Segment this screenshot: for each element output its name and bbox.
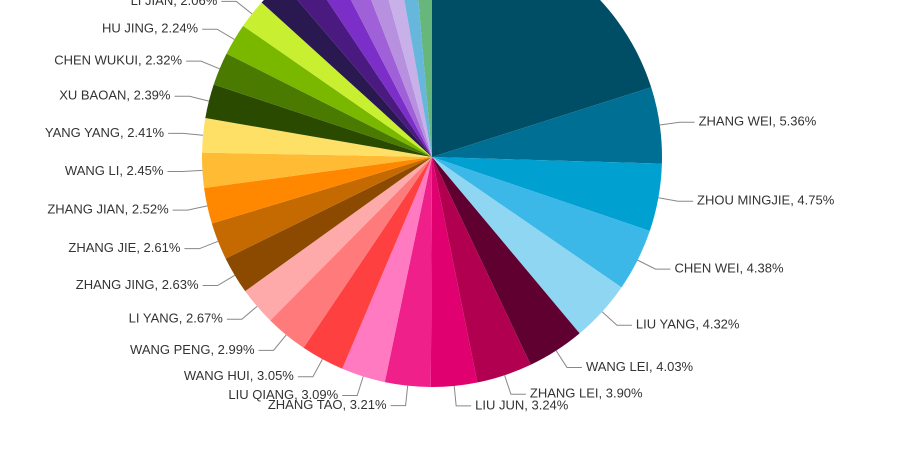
leader-line <box>342 376 364 397</box>
leader-line <box>601 311 632 326</box>
slice-label: WANG LEI, 4.03% <box>586 359 694 374</box>
slice-label: LIU YANG, 4.32% <box>636 317 740 332</box>
leader-line <box>184 240 219 250</box>
leader-line <box>174 95 210 102</box>
pie-slice <box>211 157 432 259</box>
leader-line <box>659 121 695 126</box>
leader-line <box>226 305 258 320</box>
slice-label: LIU JUN, 3.24% <box>475 397 569 412</box>
pie-slice <box>245 157 432 321</box>
slice-label: ZHANG LEI, 3.90% <box>530 386 643 401</box>
slice-label: ZHANG JING, 2.63% <box>76 277 199 292</box>
pie-slice <box>261 0 432 157</box>
pie-slice <box>404 0 432 157</box>
slice-label: WANG LI, 2.45% <box>65 163 164 178</box>
slice-label: LI YANG, 2.67% <box>129 311 224 326</box>
pie-slice <box>432 157 580 365</box>
leader-line <box>172 205 208 211</box>
pie-slice <box>303 157 432 369</box>
leader-line <box>637 259 671 270</box>
slice-label: LI JIAN, 2.06% <box>131 0 218 8</box>
leader-line <box>202 28 235 40</box>
pie-slice <box>204 157 432 224</box>
leader-line <box>390 385 409 407</box>
slice-label: CHEN WEI, 4.38% <box>674 261 784 276</box>
slice-label: WANG PENG, 2.99% <box>130 342 255 357</box>
slice-label: ZHANG WEI, 5.36% <box>699 114 817 129</box>
leader-line <box>453 385 472 407</box>
slice-label: ZHOU MINGJIE, 4.75% <box>697 193 835 208</box>
pie-slice <box>243 2 432 157</box>
slice-label: WANG HUI, 3.05% <box>184 368 294 383</box>
slice-label: YANG YANG, 2.41% <box>45 125 165 140</box>
pie-slice <box>432 87 662 164</box>
pie-slice <box>432 157 622 334</box>
slice-label: ZHANG TAO, 3.21% <box>268 397 387 412</box>
pie-slice <box>342 157 432 383</box>
pie-slice <box>225 157 432 292</box>
pie-slice <box>297 0 432 157</box>
pie-slice <box>226 25 432 157</box>
slice-label: HU JING, 2.24% <box>102 21 199 36</box>
leader-line <box>297 358 323 378</box>
pie-slice <box>202 152 432 188</box>
leader-line <box>504 375 526 395</box>
leader-line <box>168 132 204 136</box>
pie-slice <box>418 0 432 157</box>
slice-label: CHEN WUKUI, 2.32% <box>54 53 182 68</box>
pie-slice <box>432 157 531 383</box>
slice-label: XU BAOAN, 2.39% <box>59 88 171 103</box>
leader-line <box>202 274 235 287</box>
pie-slice <box>213 53 432 157</box>
leader-line <box>555 350 582 368</box>
leader-line <box>221 0 253 15</box>
pie-slice <box>205 84 432 157</box>
leader-line <box>167 169 203 173</box>
slice-label: ZHANG JIAN, 2.52% <box>47 202 169 217</box>
pie-slice <box>432 157 650 288</box>
slice-label: LIU QIANG, 3.09% <box>228 387 338 402</box>
pie-slice <box>327 0 432 157</box>
leader-line <box>258 334 287 351</box>
pie-slice <box>432 157 662 231</box>
leader-line <box>658 197 694 202</box>
pie-slice <box>202 118 432 157</box>
pie-slice <box>384 157 432 387</box>
pie-slice <box>430 157 478 387</box>
slice-label: ZHANG JIE, 2.61% <box>68 240 180 255</box>
pie-slice <box>432 0 652 157</box>
pie-slice <box>270 157 432 348</box>
leader-line <box>186 60 220 70</box>
